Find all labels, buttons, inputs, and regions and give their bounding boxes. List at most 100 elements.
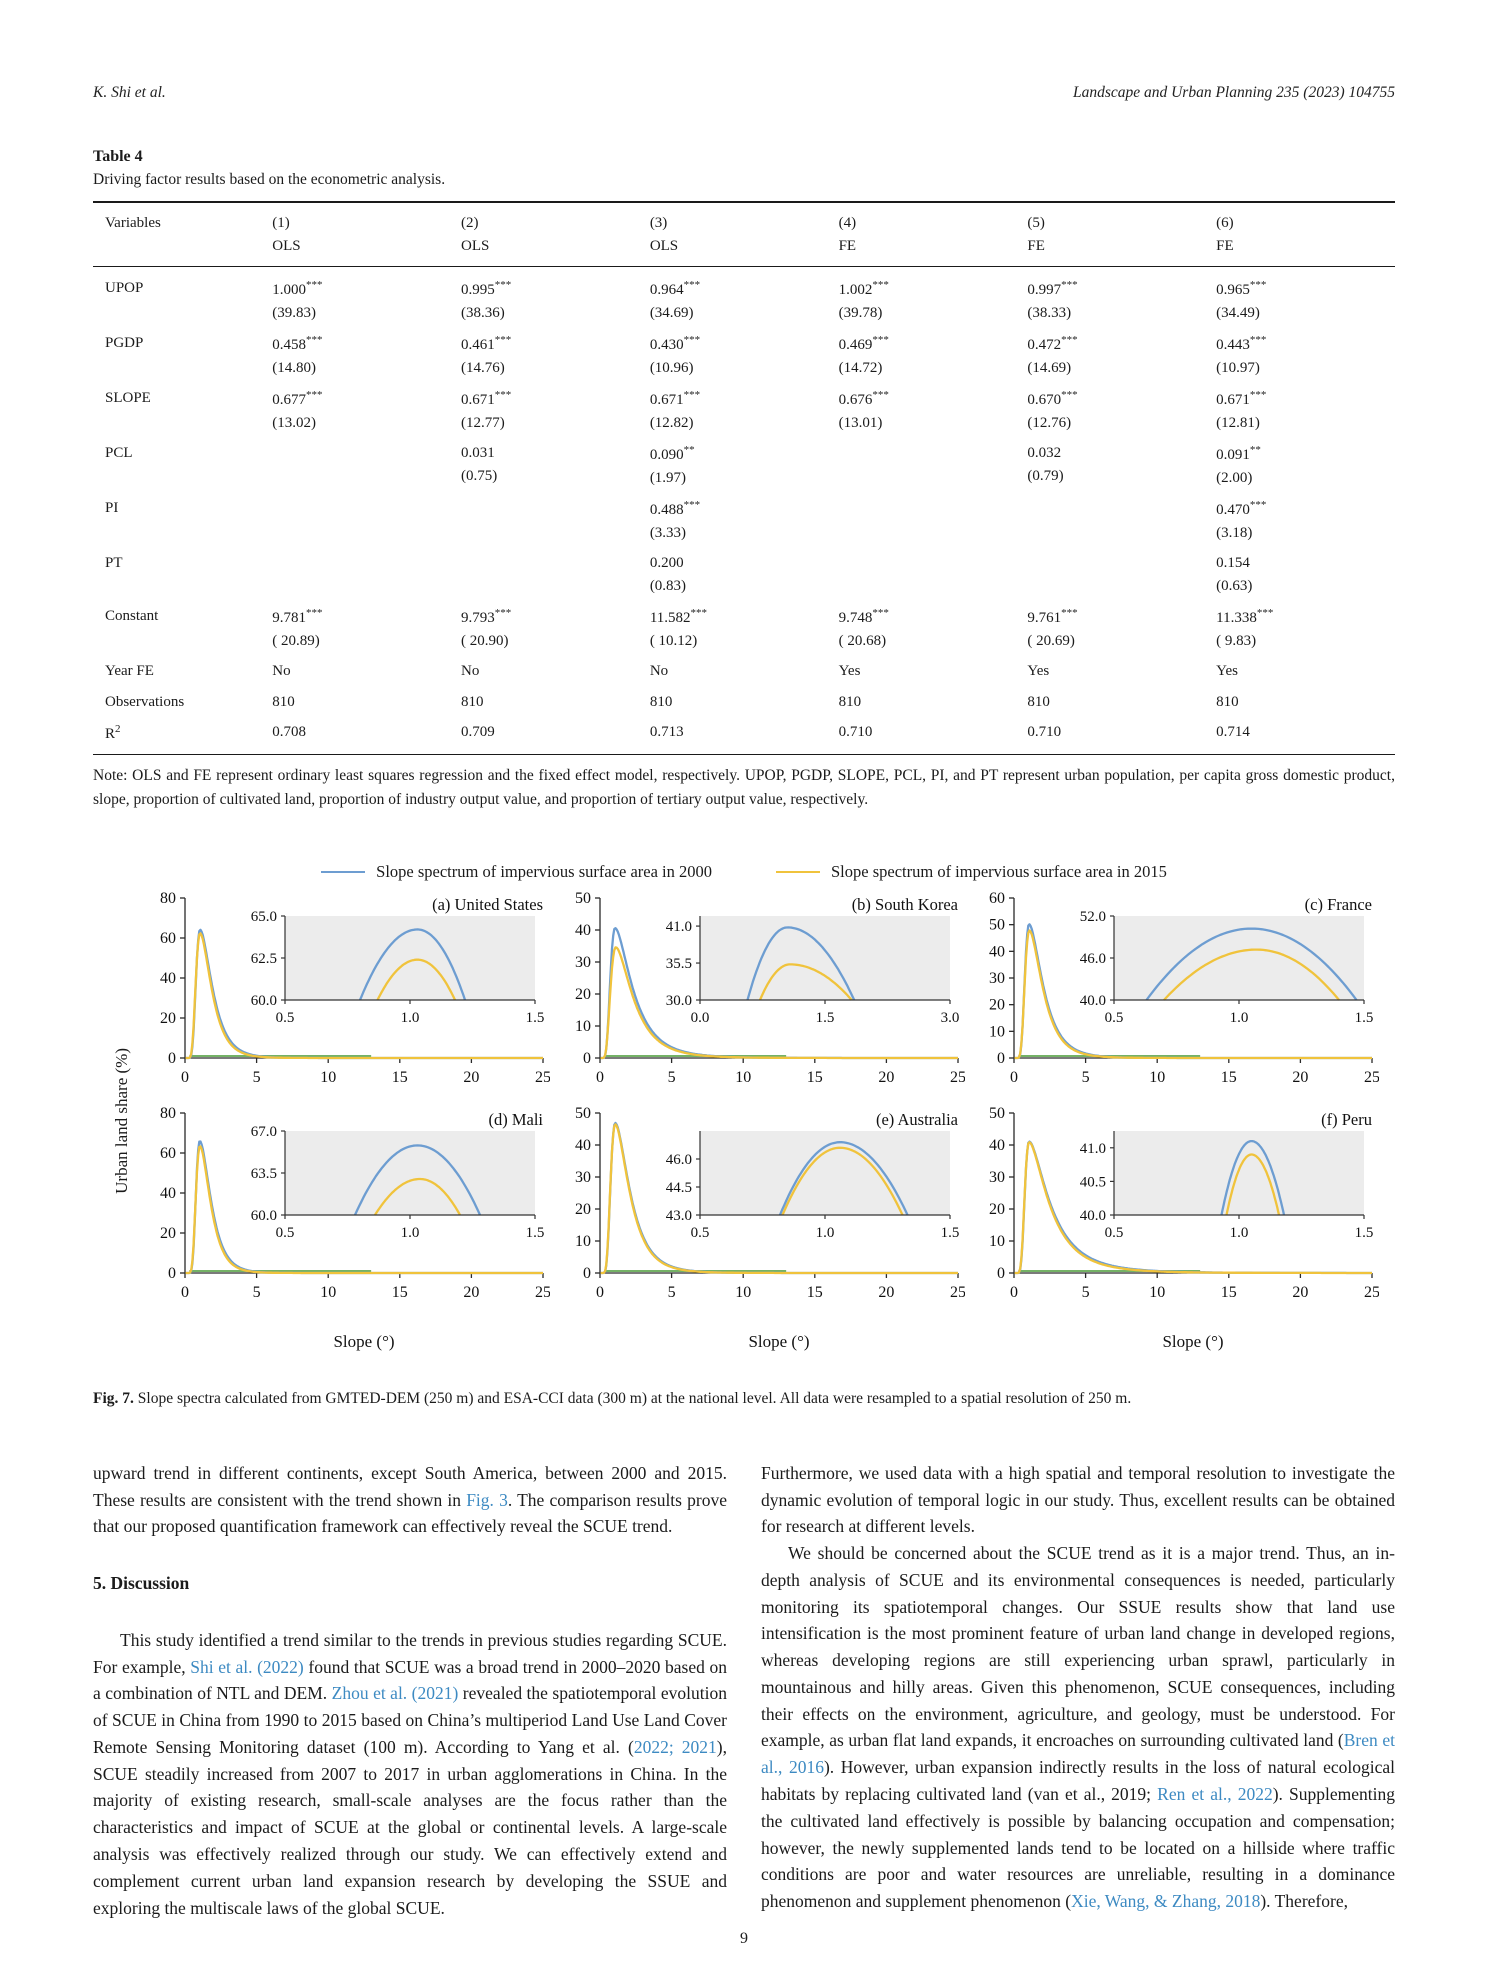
coefficient-cell (1017, 493, 1206, 548)
stat-cell: Yes (1216, 663, 1238, 679)
y-tick-label: 60 (989, 890, 1005, 907)
series-line-2015 (1014, 928, 1373, 1059)
coefficient-cell (829, 438, 1018, 493)
x-tick-label: 10 (320, 1069, 336, 1086)
stat-cell: Yes (1027, 663, 1050, 679)
y-tick-label: 50 (575, 890, 591, 907)
coefficient-cell: 0.470*** (3.18) (1216, 499, 1267, 541)
coefficient-cell: 0.154 (0.63) (1216, 555, 1253, 594)
x-tick-label: 20 (1293, 1069, 1309, 1086)
inset-y-tick-label: 63.5 (251, 1166, 277, 1182)
inset-y-tick-label: 62.5 (251, 951, 277, 967)
subplot-title: (d) Mali (488, 1110, 543, 1129)
x-tick-label: 15 (1221, 1284, 1237, 1301)
body-paragraph: We should be concerned about the SCUE tr… (761, 1540, 1395, 1915)
series-line-2015 (600, 1122, 958, 1274)
inset-y-tick-label: 46.0 (665, 1152, 691, 1168)
y-tick-label: 50 (989, 916, 1005, 933)
y-tick-label: 30 (575, 1169, 591, 1186)
inset-background (285, 1130, 535, 1215)
x-tick-label: 25 (950, 1284, 965, 1301)
coefficient-cell: 0.090** (1.97) (649, 444, 695, 486)
coefficient-cell: 0.461*** (14.76) (461, 334, 512, 376)
stat-cell: 0.708 (272, 724, 306, 740)
citation-link[interactable]: Ren et al., 2022 (1157, 1783, 1273, 1804)
x-tick-label: 0 (596, 1069, 604, 1086)
inset-y-tick-label: 44.5 (665, 1180, 691, 1196)
col-header-(2): (2) OLS (461, 215, 490, 254)
citation-link[interactable]: 2022; 2021 (633, 1736, 717, 1757)
inset-y-tick-label: 65.0 (251, 909, 277, 925)
inset-x-tick-label: 1.5 (526, 1010, 545, 1026)
x-tick-label: 5 (1082, 1284, 1090, 1301)
y-tick-label: 60 (160, 930, 176, 947)
coefficient-cell: 0.469*** (14.72) (838, 334, 889, 376)
series-line-2015 (1014, 1140, 1373, 1274)
y-tick-label: 80 (160, 1105, 176, 1122)
table-row: Year FE No No No Yes Yes Yes (93, 656, 1395, 687)
subplot-svg: 0 10 20 30 40 50 60 0 5 10 15 20 25 40.0 46.0 52.0 0.5 1.… (989, 890, 1379, 1086)
coefficient-cell (262, 493, 451, 548)
coefficient-cell (262, 438, 451, 493)
stat-cell: 810 (461, 693, 484, 710)
y-tick-label: 30 (989, 1169, 1005, 1186)
coefficient-cell: 9.748***( 20.68) (838, 607, 889, 649)
x-tick-label: 15 (392, 1284, 408, 1301)
y-tick-label: 0 (583, 1050, 591, 1067)
y-tick-label: 20 (989, 996, 1005, 1013)
body-text-run: . The comparison results prove that our … (93, 1489, 727, 1537)
stat-cell: 0.710 (838, 724, 873, 740)
citation-link[interactable]: Xie, Wang, & Zhang, 2018 (1071, 1891, 1261, 1912)
inset-y-tick-label: 40.5 (1080, 1174, 1106, 1190)
x-tick-label: 25 (1364, 1069, 1379, 1086)
y-tick-label: 0 (997, 1265, 1005, 1282)
coefficient-cell: 0.995*** (38.36) (461, 279, 512, 321)
subplot-title: (f) Peru (1321, 1110, 1372, 1129)
stat-cell: 0.710 (1027, 724, 1062, 740)
figure-7-block: Slope spectrum of impervious surface are… (93, 862, 1395, 1410)
inset-y-tick-label: 40.0 (1080, 993, 1106, 1009)
figure-legend: Slope spectrum of impervious surface are… (93, 862, 1395, 882)
inset-series-line (781, 1146, 904, 1216)
running-head: K. Shi et al. Landscape and Urban Planni… (93, 84, 1395, 102)
inset-x-tick-label: 1.0 (1230, 1010, 1249, 1026)
col-header-(4): (4) FE (838, 215, 857, 254)
coefficient-cell: 1.002*** (39.78) (838, 279, 889, 321)
citation-link[interactable]: Shi et al. (2022) (190, 1656, 304, 1677)
stat-cell: 0.713 (649, 724, 684, 740)
x-tick-label: 0 (596, 1284, 604, 1301)
y-tick-label: 40 (160, 1185, 176, 1202)
inset-x-tick-label: 3.0 (940, 1010, 959, 1026)
table-caption: Driving factor results based on the econ… (93, 171, 446, 188)
x-tick-label: 15 (806, 1284, 822, 1301)
inset-x-tick-label: 0.5 (690, 1225, 709, 1241)
citation-link[interactable]: Bren et al., 2016 (761, 1730, 1395, 1778)
citation-link[interactable]: Zhou et al. (2021) (331, 1683, 459, 1704)
y-tick-label: 20 (160, 1225, 176, 1242)
coefficient-cell (1017, 548, 1206, 601)
y-tick-label: 10 (989, 1023, 1005, 1040)
table-row: R2 0.708 0.709 0.713 0.710 0.710 0.714 (93, 717, 1395, 754)
body-text-run: ). However, urban expansion indirectly r… (761, 1757, 1395, 1804)
table-row: PT 0.200 (0.83) 0.154 (0.63) (93, 548, 1395, 601)
body-text-run: revealed the spatiotemporal evolution of… (93, 1683, 728, 1757)
x-tick-label: 5 (253, 1069, 261, 1086)
coefficient-cell: 0.671*** (12.82) (649, 389, 701, 431)
charts-grid: Urban land share (%) 0 20 40 60 80 0 5 10 15 20 25… (105, 890, 1383, 1353)
inset-x-tick-label: 1.5 (815, 1010, 834, 1026)
stat-cell: No (649, 663, 669, 679)
subplot-australia: 0 10 20 30 40 50 0 5 10 15 20 25 43.0 44.5 46.0 0.5 1.0 1… (560, 1105, 969, 1353)
x-tick-label: 10 (1150, 1284, 1166, 1301)
inset-x-tick-label: 0.5 (276, 1010, 295, 1026)
running-head-authors: K. Shi et al. (93, 84, 166, 101)
body-text-run: ). Therefore, (1260, 1891, 1348, 1912)
body-paragraph: This study identified a trend similar to… (93, 1627, 727, 1921)
inset-x-tick-label: 0.0 (690, 1010, 709, 1026)
citation-link[interactable]: Fig. 3 (466, 1489, 508, 1510)
body-text: upward trend in different continents, ex… (93, 1460, 1395, 1921)
inset-background (1114, 1130, 1365, 1215)
inset-y-tick-label: 67.0 (251, 1124, 277, 1140)
inset-background (699, 1130, 950, 1215)
y-tick-label: 30 (575, 954, 591, 971)
y-tick-label: 40 (989, 943, 1005, 960)
